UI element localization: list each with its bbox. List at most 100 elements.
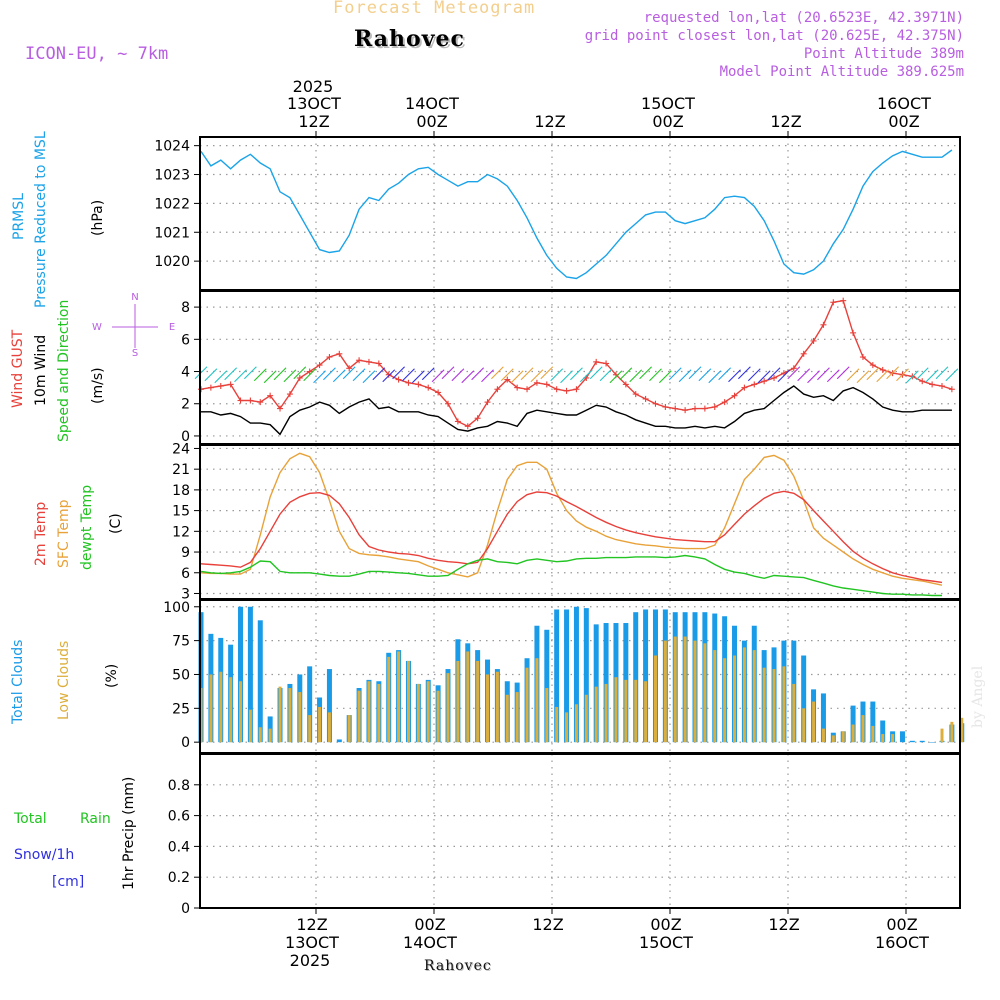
total-cloud-bar xyxy=(326,669,332,743)
wind-gust-marker xyxy=(741,384,748,391)
wind-direction-arrow xyxy=(876,369,890,383)
wind-direction-arrow xyxy=(935,366,949,380)
wind-gust-marker xyxy=(563,387,570,394)
panel-frame xyxy=(199,599,961,754)
series-lines xyxy=(200,149,953,597)
wind-direction-arrow xyxy=(570,367,583,381)
wind-direction-arrow xyxy=(678,369,692,383)
y-tick-label: 8 xyxy=(181,300,190,316)
low-cloud-bar xyxy=(357,690,361,743)
total-cloud-bar xyxy=(870,701,876,743)
total-cloud-bar xyxy=(633,612,639,743)
wind-gust-marker xyxy=(652,400,659,407)
footer-location: Rahovec xyxy=(424,958,492,974)
y-tick-label: 3 xyxy=(181,586,190,602)
wind-direction-arrow xyxy=(481,369,494,383)
wind-direction-arrow xyxy=(441,366,455,380)
low-cloud-bar xyxy=(248,709,252,743)
bottom-day-label: 14OCT xyxy=(403,933,457,952)
wind-gust-marker xyxy=(830,299,837,306)
wind-direction-arrow xyxy=(797,368,811,382)
wind-gust-marker xyxy=(346,365,353,372)
wind-direction-arrow xyxy=(352,368,366,382)
wind-gust-marker xyxy=(217,383,224,390)
wind-direction-arrow xyxy=(520,367,534,381)
wind-gust-line xyxy=(200,299,953,428)
low-cloud-bar xyxy=(673,636,677,743)
total-cloud-bar xyxy=(899,731,905,743)
low-cloud-bar xyxy=(416,683,420,743)
wind-gust-marker xyxy=(603,360,610,367)
wind-gust-marker xyxy=(464,423,471,430)
low-cloud-bar xyxy=(594,686,598,743)
wind-gust-marker xyxy=(721,399,728,406)
low-cloud-bar xyxy=(318,706,322,743)
y-tick-label: 21 xyxy=(172,462,190,478)
low-cloud-bar xyxy=(703,643,707,743)
grid-point-coords: grid point closest lon,lat (20.625E, 42.… xyxy=(584,28,964,44)
total-cloud-bar xyxy=(336,739,342,743)
wind-direction-arrow xyxy=(826,369,840,383)
wind-direction-arrow xyxy=(253,368,267,382)
total-cloud-bar xyxy=(801,655,807,743)
total-cloud-bar xyxy=(554,609,560,743)
prmsl-line xyxy=(200,149,953,280)
requested-coords: requested lon,lat (20.6523E, 42.3971N) xyxy=(643,10,964,26)
wind-gust-marker xyxy=(761,378,768,385)
low-cloud-bar xyxy=(881,734,885,743)
wind-direction-arrow xyxy=(431,369,445,383)
low-cloud-bar xyxy=(535,658,539,743)
y-tick-label: 6 xyxy=(181,332,190,348)
y-tick-label: 100 xyxy=(163,600,190,616)
low-cloud-bar xyxy=(466,651,470,743)
total-cloud-bar xyxy=(603,623,609,743)
wind-gust-marker xyxy=(948,386,955,393)
series-markers xyxy=(194,297,959,430)
wind-compass: N S W E xyxy=(92,292,175,359)
low-cloud-bar xyxy=(812,701,816,743)
low-cloud-bar xyxy=(406,660,410,743)
wind-direction-arrow xyxy=(510,370,524,384)
wind-direction-arrow xyxy=(303,368,317,382)
low-cloud-bar xyxy=(762,667,766,743)
wind-direction-arrow xyxy=(382,369,396,383)
y-tick-label: 18 xyxy=(172,483,190,499)
total-cloud-bar xyxy=(593,624,599,743)
wind-direction-arrow xyxy=(421,367,435,381)
top-hour-label: 00Z xyxy=(416,112,447,131)
low-cloud-bar xyxy=(802,708,806,743)
y-tick-label: 0.4 xyxy=(168,839,190,855)
y-tick-label: 1022 xyxy=(154,196,190,212)
compass-e: E xyxy=(169,322,175,333)
low-cloud-bar xyxy=(782,666,786,743)
wind-gust-marker xyxy=(326,354,333,361)
low-cloud-bar xyxy=(387,656,391,743)
low-cloud-bar xyxy=(861,715,865,743)
wind-direction-arrow xyxy=(471,367,485,381)
wind-gust-marker xyxy=(751,381,758,388)
wind-gust-marker xyxy=(859,354,866,361)
wind-gust-marker xyxy=(277,405,284,412)
total-cloud-bar xyxy=(643,609,649,743)
low-cloud-bar xyxy=(565,712,569,743)
wind-direction-arrow xyxy=(491,366,504,380)
low-cloud-bar xyxy=(298,692,302,743)
low-cloud-bar xyxy=(723,658,727,743)
wind-direction-arrow xyxy=(392,366,405,380)
wind-gust-marker xyxy=(919,378,926,385)
low-cloud-bar xyxy=(851,724,855,743)
wind-direction-arrow xyxy=(698,368,712,382)
low-cloud-bar xyxy=(624,679,628,743)
low-cloud-bar xyxy=(960,717,964,743)
dewpt-line xyxy=(200,554,942,597)
top-day-label: 14OCT xyxy=(405,94,459,113)
panel-frames xyxy=(199,136,961,909)
wind-direction-arrow xyxy=(866,367,880,381)
wind-gust-marker xyxy=(622,381,629,388)
wind-direction-arrow xyxy=(629,369,643,383)
wind-direction-arrow xyxy=(579,369,593,383)
wind-direction-arrow xyxy=(846,368,860,382)
wind-gust-marker xyxy=(494,386,501,393)
low-cloud-bar xyxy=(663,640,667,743)
wind-gust-marker xyxy=(701,405,708,412)
